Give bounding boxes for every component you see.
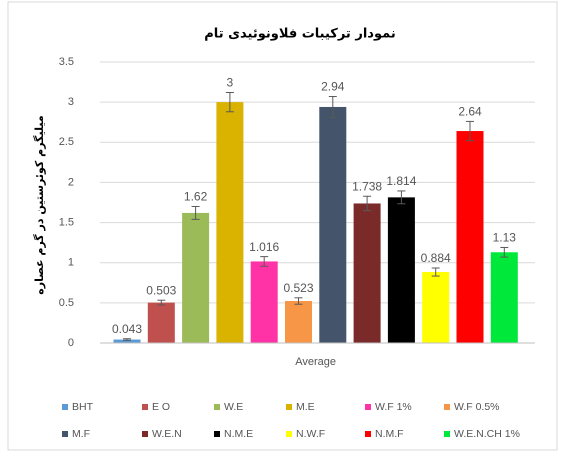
- data-label: 2.94: [321, 80, 345, 94]
- legend-label: W.F 0.5%: [454, 401, 500, 413]
- data-label: 0.884: [421, 251, 451, 265]
- legend-swatch: [142, 404, 148, 410]
- legend-label: W.E.N.CH 1%: [454, 428, 520, 440]
- bar: [113, 339, 141, 343]
- legend-label: W.E: [224, 401, 243, 413]
- bar: [456, 131, 484, 343]
- y-tick-label: 2: [68, 176, 74, 188]
- y-axis-label: میلیگرم کوئرستین در گرم عصاره: [33, 115, 46, 294]
- legend-swatch: [214, 404, 220, 410]
- data-label: 1.016: [249, 240, 279, 254]
- legend-swatch: [365, 431, 371, 437]
- legend-label: N.M.E: [224, 428, 253, 440]
- data-label: 0.503: [146, 283, 176, 297]
- legend-swatch: [444, 404, 450, 410]
- legend-label: M.F: [72, 428, 90, 440]
- bar: [353, 203, 381, 343]
- y-tick-label: 3: [68, 96, 74, 108]
- y-tick-label: 0: [68, 337, 74, 349]
- legend-swatch: [142, 431, 148, 437]
- legend-label: BHT: [72, 401, 94, 413]
- bar: [387, 197, 415, 343]
- legend-swatch: [62, 404, 68, 410]
- legend-swatch: [444, 431, 450, 437]
- y-tick-label: 1.5: [59, 216, 74, 228]
- y-tick-label: 0.5: [59, 297, 74, 309]
- chart-title: نمودار ترکیبات فلاونوئیدی تام: [204, 27, 395, 42]
- bar: [147, 302, 175, 343]
- x-tick-label: Average: [295, 356, 336, 368]
- data-label: 1.738: [352, 179, 382, 193]
- legend-swatch: [214, 431, 220, 437]
- bar: [285, 301, 312, 343]
- data-label: 2.64: [458, 105, 482, 119]
- bar: [422, 272, 450, 343]
- legend-label: N.W.F: [296, 428, 325, 440]
- bar: [250, 261, 278, 343]
- data-label: 1.13: [493, 231, 517, 245]
- legend-label: M.E: [296, 401, 315, 413]
- legend-swatch: [62, 431, 68, 437]
- bar: [182, 212, 210, 343]
- y-tick-label: 3.5: [59, 56, 74, 68]
- legend-label: W.F 1%: [375, 401, 412, 413]
- data-label: 1.814: [386, 174, 416, 188]
- data-label: 1.62: [184, 190, 208, 204]
- legend-label: W.E.N: [152, 428, 182, 440]
- data-label: 3: [227, 76, 234, 90]
- bar: [216, 102, 244, 344]
- legend-label: E O: [152, 401, 170, 413]
- legend-label: N.M.F: [375, 428, 404, 440]
- bar: [490, 252, 518, 343]
- legend-swatch: [286, 404, 292, 410]
- legend-swatch: [286, 431, 292, 437]
- data-label: 0.043: [112, 322, 142, 336]
- y-tick-label: 2.5: [59, 136, 74, 148]
- legend-swatch: [365, 404, 371, 410]
- data-label: 0.523: [283, 281, 313, 295]
- bar: [319, 106, 347, 344]
- y-tick-label: 1: [68, 257, 74, 269]
